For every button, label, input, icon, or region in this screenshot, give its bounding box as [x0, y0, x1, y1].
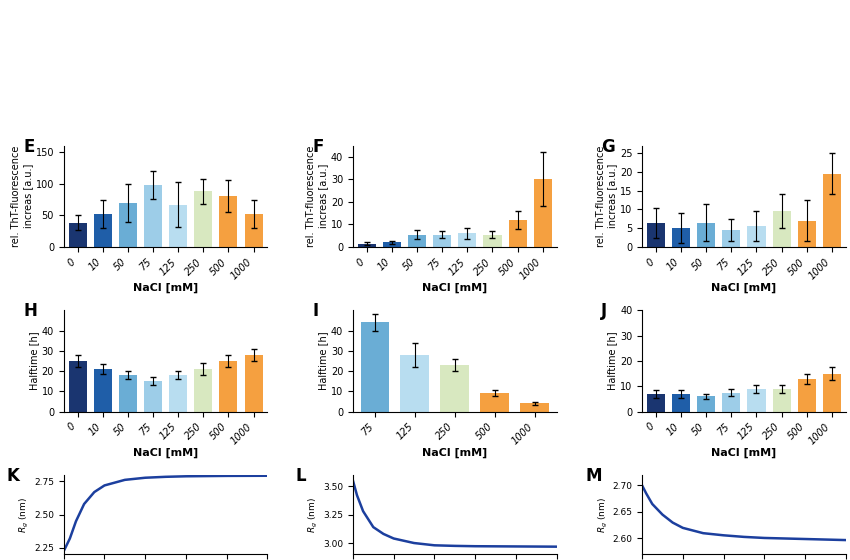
- Bar: [722, 230, 740, 247]
- Bar: [144, 185, 162, 247]
- Y-axis label: Halftime [h]: Halftime [h]: [607, 332, 617, 390]
- Bar: [219, 361, 237, 412]
- Text: H: H: [23, 302, 37, 320]
- Bar: [647, 394, 665, 412]
- Bar: [798, 379, 816, 412]
- Bar: [747, 226, 766, 247]
- Y-axis label: rel. ThT-fluorescence
increas [a.u.]: rel. ThT-fluorescence increas [a.u.]: [11, 146, 33, 247]
- Bar: [119, 375, 137, 412]
- Text: M: M: [585, 467, 602, 485]
- Bar: [94, 214, 111, 247]
- Bar: [360, 323, 389, 412]
- Bar: [484, 235, 502, 247]
- Bar: [169, 375, 187, 412]
- Bar: [722, 393, 740, 412]
- Bar: [747, 389, 766, 412]
- X-axis label: NaCl [mM]: NaCl [mM]: [422, 447, 487, 458]
- Bar: [434, 235, 451, 247]
- X-axis label: NaCl [mM]: NaCl [mM]: [133, 447, 198, 458]
- Text: J: J: [601, 302, 608, 320]
- Bar: [520, 403, 549, 412]
- Text: G: G: [601, 138, 615, 156]
- Bar: [144, 381, 162, 412]
- Y-axis label: $R_g$ (nm): $R_g$ (nm): [597, 497, 609, 533]
- Bar: [358, 244, 376, 247]
- Bar: [219, 197, 237, 247]
- Bar: [508, 220, 527, 247]
- Y-axis label: rel. ThT-fluorescence
increas [a.u.]: rel. ThT-fluorescence increas [a.u.]: [307, 146, 328, 247]
- X-axis label: NaCl [mM]: NaCl [mM]: [711, 447, 777, 458]
- Bar: [773, 211, 790, 247]
- Text: K: K: [7, 467, 20, 485]
- Bar: [440, 365, 469, 412]
- Bar: [245, 355, 263, 412]
- Bar: [408, 235, 426, 247]
- Y-axis label: Halftime [h]: Halftime [h]: [29, 332, 39, 390]
- Bar: [169, 204, 187, 247]
- Bar: [94, 369, 111, 412]
- Y-axis label: rel. ThT-fluorescence
increas [a.u.]: rel. ThT-fluorescence increas [a.u.]: [596, 146, 617, 247]
- Text: E: E: [23, 138, 34, 156]
- Bar: [672, 394, 690, 412]
- Bar: [773, 389, 790, 412]
- Bar: [534, 179, 552, 247]
- X-axis label: NaCl [mM]: NaCl [mM]: [133, 283, 198, 293]
- Bar: [458, 234, 476, 247]
- Bar: [69, 223, 87, 247]
- Bar: [195, 369, 212, 412]
- Text: L: L: [296, 467, 307, 485]
- Bar: [647, 222, 665, 247]
- Text: F: F: [312, 138, 324, 156]
- Bar: [195, 192, 212, 247]
- Bar: [69, 361, 87, 412]
- X-axis label: NaCl [mM]: NaCl [mM]: [422, 283, 487, 293]
- Y-axis label: $R_g$ (nm): $R_g$ (nm): [307, 497, 320, 533]
- Y-axis label: $R_g$ (nm): $R_g$ (nm): [18, 497, 31, 533]
- Bar: [823, 174, 841, 247]
- Bar: [697, 396, 715, 412]
- Bar: [672, 228, 690, 247]
- Bar: [400, 355, 429, 412]
- Bar: [823, 374, 841, 412]
- Y-axis label: Halftime [h]: Halftime [h]: [318, 332, 328, 390]
- Bar: [245, 214, 263, 247]
- Bar: [480, 393, 509, 412]
- X-axis label: NaCl [mM]: NaCl [mM]: [711, 283, 777, 293]
- Bar: [119, 203, 137, 247]
- Text: I: I: [312, 302, 318, 320]
- Bar: [382, 242, 401, 247]
- Bar: [697, 222, 715, 247]
- Bar: [798, 221, 816, 247]
